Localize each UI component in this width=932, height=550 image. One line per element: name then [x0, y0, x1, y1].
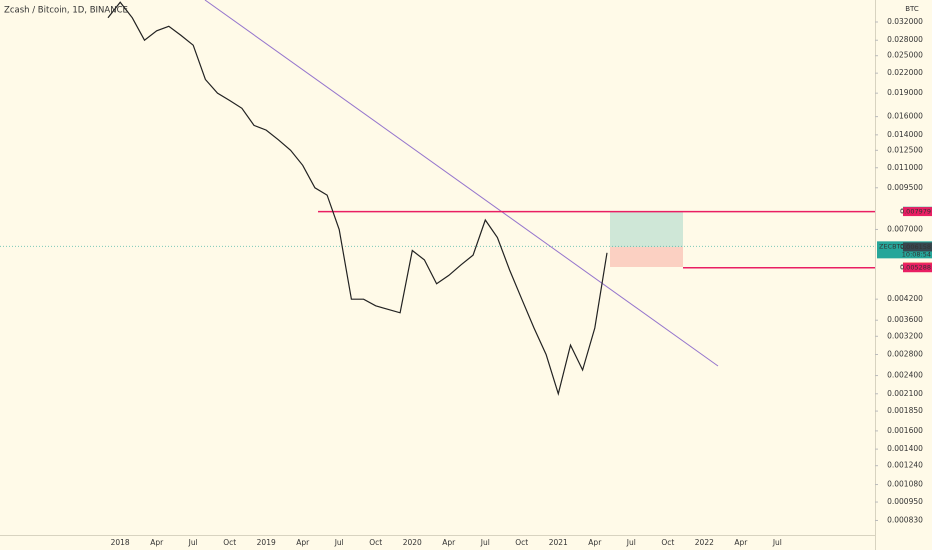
- y-tick-label: 0.028000: [887, 35, 923, 44]
- x-tick-label: 2019: [257, 538, 276, 547]
- y-tick-label: 0.001080: [887, 480, 923, 489]
- y-tick-label: 0.022000: [887, 68, 923, 77]
- y-tick-label: 0.016000: [887, 112, 923, 121]
- y-tick-label: 0.007000: [887, 224, 923, 233]
- price-label: 0.007979: [900, 208, 931, 216]
- x-tick-label: 2020: [403, 538, 422, 547]
- axis-unit: BTC: [905, 5, 919, 13]
- countdown: 10:08:54: [902, 250, 931, 258]
- x-tick-label: Oct: [661, 538, 674, 547]
- y-tick-label: 0.001850: [887, 406, 923, 415]
- price-label: 0.006158: [900, 243, 931, 251]
- chart-title: Zcash / Bitcoin, 1D, BINANCE: [4, 6, 128, 16]
- y-tick-label: 0.000950: [887, 497, 923, 506]
- x-tick-label: Oct: [369, 538, 382, 547]
- y-tick-label: 0.004200: [887, 294, 923, 303]
- price-label: 0.005288: [900, 264, 931, 272]
- x-tick-label: Oct: [223, 538, 236, 547]
- x-tick-label: Jul: [188, 538, 198, 547]
- x-tick-label: Apr: [588, 538, 602, 547]
- x-tick-label: 2022: [695, 538, 714, 547]
- profit-zone: [610, 211, 683, 247]
- y-tick-label: 0.014000: [887, 130, 923, 139]
- y-tick-label: 0.001240: [887, 461, 923, 470]
- symbol-name: ZECBTC: [879, 242, 905, 250]
- x-tick-label: Apr: [734, 538, 748, 547]
- x-tick-label: Apr: [296, 538, 310, 547]
- x-tick-label: Jul: [772, 538, 782, 547]
- price-tag: [903, 207, 932, 217]
- x-tick-label: Apr: [442, 538, 456, 547]
- x-tick-label: Apr: [150, 538, 164, 547]
- price-tag: [903, 242, 932, 252]
- y-tick-label: 0.019000: [887, 88, 923, 97]
- x-tick-label: Jul: [480, 538, 490, 547]
- loss-zone: [610, 246, 683, 267]
- y-tick-label: 0.002100: [887, 389, 923, 398]
- x-tick-label: Jul: [334, 538, 344, 547]
- x-tick-label: 2018: [111, 538, 130, 547]
- y-tick-label: 0.001600: [887, 426, 923, 435]
- x-tick-label: Jul: [626, 538, 636, 547]
- price-tag: [903, 263, 932, 273]
- y-tick-label: 0.003600: [887, 315, 923, 324]
- y-tick-label: 0.000830: [887, 515, 923, 524]
- y-tick-label: 0.002400: [887, 371, 923, 380]
- price-line: [107, 1, 608, 397]
- y-tick-label: 0.025000: [887, 51, 923, 60]
- y-tick-label: 0.009500: [887, 183, 923, 192]
- y-tick-label: 0.001400: [887, 444, 923, 453]
- x-tick-label: 2021: [549, 538, 568, 547]
- y-tick-label: 0.012500: [887, 145, 923, 154]
- y-tick-label: 0.032000: [887, 17, 923, 26]
- y-tick-label: 0.003200: [887, 331, 923, 340]
- y-tick-label: 0.011000: [887, 163, 923, 172]
- x-tick-label: Oct: [515, 538, 528, 547]
- trend-line: [204, 0, 719, 367]
- y-tick-label: 0.002800: [887, 350, 923, 359]
